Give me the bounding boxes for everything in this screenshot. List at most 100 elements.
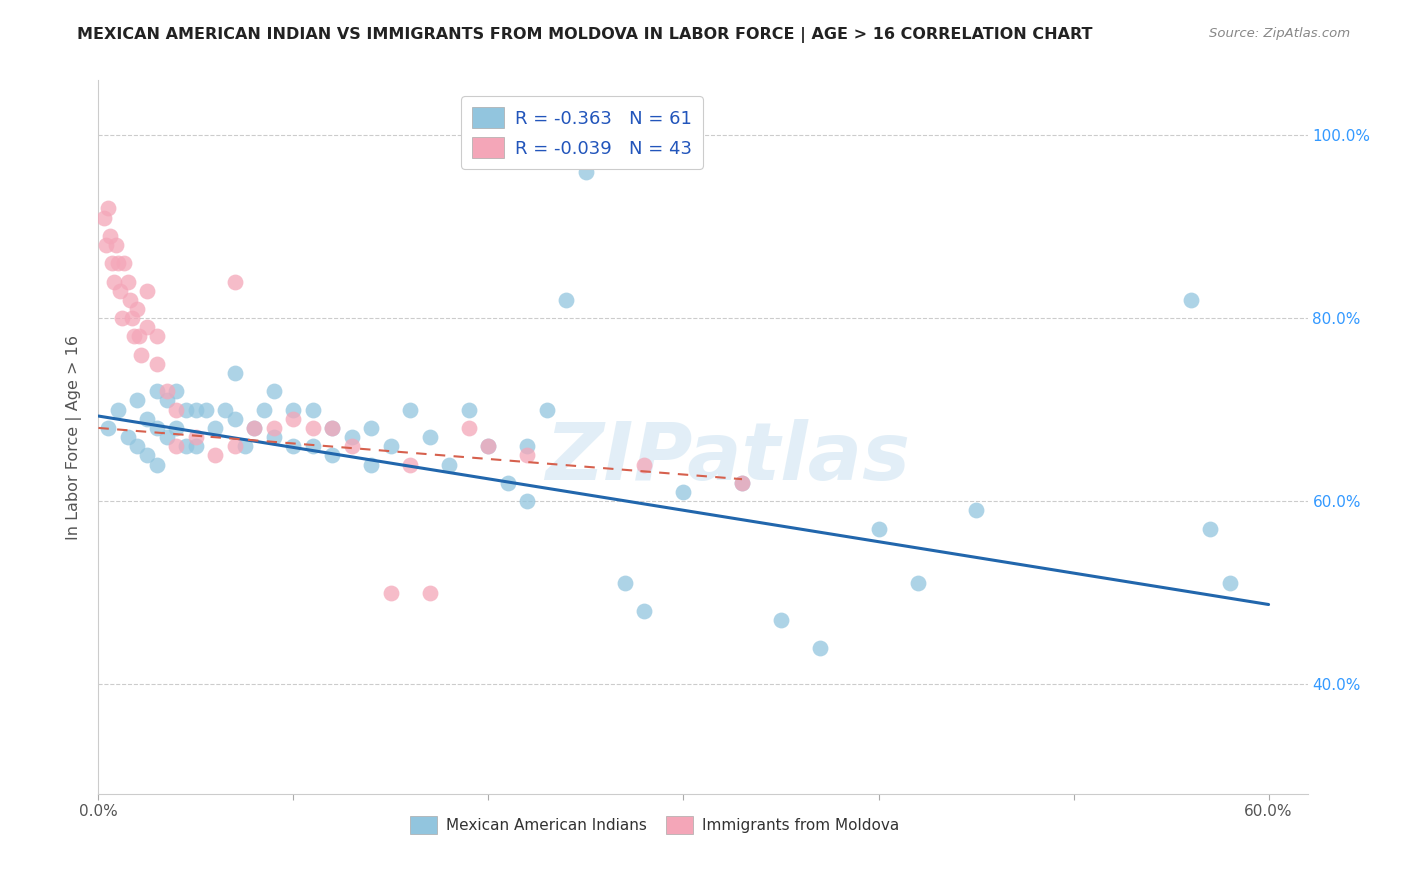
Point	[146, 458, 169, 472]
Point	[380, 585, 402, 599]
Legend: Mexican American Indians, Immigrants from Moldova: Mexican American Indians, Immigrants fro…	[404, 810, 905, 839]
Point	[575, 165, 598, 179]
Point	[224, 366, 246, 380]
Point	[536, 402, 558, 417]
Point	[93, 211, 115, 225]
Point	[302, 439, 325, 453]
Point	[458, 402, 481, 417]
Point	[555, 293, 578, 307]
Point	[360, 421, 382, 435]
Point	[108, 284, 131, 298]
Point	[117, 275, 139, 289]
Point	[302, 421, 325, 435]
Point	[107, 402, 129, 417]
Point	[118, 293, 141, 307]
Point	[127, 393, 149, 408]
Point	[127, 301, 149, 316]
Point	[321, 421, 343, 435]
Point	[136, 320, 159, 334]
Point	[128, 329, 150, 343]
Point	[117, 430, 139, 444]
Point	[136, 411, 159, 425]
Point	[204, 449, 226, 463]
Point	[97, 202, 120, 216]
Point	[224, 411, 246, 425]
Point	[516, 439, 538, 453]
Point	[263, 421, 285, 435]
Y-axis label: In Labor Force | Age > 16: In Labor Force | Age > 16	[66, 334, 83, 540]
Point	[283, 402, 305, 417]
Point	[107, 256, 129, 270]
Point	[321, 449, 343, 463]
Point	[122, 329, 145, 343]
Point	[214, 402, 236, 417]
Point	[516, 494, 538, 508]
Point	[380, 439, 402, 453]
Point	[1199, 522, 1222, 536]
Point	[283, 439, 305, 453]
Point	[165, 402, 187, 417]
Point	[283, 411, 305, 425]
Point	[633, 458, 655, 472]
Point	[907, 576, 929, 591]
Point	[104, 238, 127, 252]
Point	[302, 402, 325, 417]
Point	[146, 421, 169, 435]
Text: ZIPatlas: ZIPatlas	[544, 419, 910, 498]
Point	[174, 402, 197, 417]
Point	[184, 402, 207, 417]
Point	[399, 402, 422, 417]
Point	[165, 421, 187, 435]
Point	[97, 421, 120, 435]
Point	[1219, 576, 1241, 591]
Point	[146, 357, 169, 371]
Point	[769, 613, 792, 627]
Text: MEXICAN AMERICAN INDIAN VS IMMIGRANTS FROM MOLDOVA IN LABOR FORCE | AGE > 16 COR: MEXICAN AMERICAN INDIAN VS IMMIGRANTS FR…	[77, 27, 1092, 43]
Point	[224, 275, 246, 289]
Point	[174, 439, 197, 453]
Point	[184, 439, 207, 453]
Point	[112, 256, 135, 270]
Text: Source: ZipAtlas.com: Source: ZipAtlas.com	[1209, 27, 1350, 40]
Point	[633, 604, 655, 618]
Point	[340, 439, 363, 453]
Point	[321, 421, 343, 435]
Point	[165, 439, 187, 453]
Point	[253, 402, 276, 417]
Point	[458, 421, 481, 435]
Point	[399, 458, 422, 472]
Point	[136, 449, 159, 463]
Point	[731, 475, 754, 490]
Point	[340, 430, 363, 444]
Point	[496, 475, 519, 490]
Point	[868, 522, 890, 536]
Point	[165, 384, 187, 399]
Point	[194, 402, 217, 417]
Point	[121, 311, 143, 326]
Point	[98, 228, 121, 243]
Point	[111, 311, 134, 326]
Point	[477, 439, 499, 453]
Point	[419, 430, 441, 444]
Point	[101, 256, 124, 270]
Point	[127, 439, 149, 453]
Point	[146, 329, 169, 343]
Point	[672, 485, 695, 500]
Point	[96, 238, 118, 252]
Point	[263, 384, 285, 399]
Point	[516, 449, 538, 463]
Point	[224, 439, 246, 453]
Point	[614, 576, 637, 591]
Point	[419, 585, 441, 599]
Point	[156, 393, 179, 408]
Point	[243, 421, 266, 435]
Point	[156, 430, 179, 444]
Point	[1180, 293, 1202, 307]
Point	[243, 421, 266, 435]
Point	[184, 430, 207, 444]
Point	[808, 640, 831, 655]
Point	[204, 421, 226, 435]
Point	[136, 284, 159, 298]
Point	[731, 475, 754, 490]
Point	[965, 503, 987, 517]
